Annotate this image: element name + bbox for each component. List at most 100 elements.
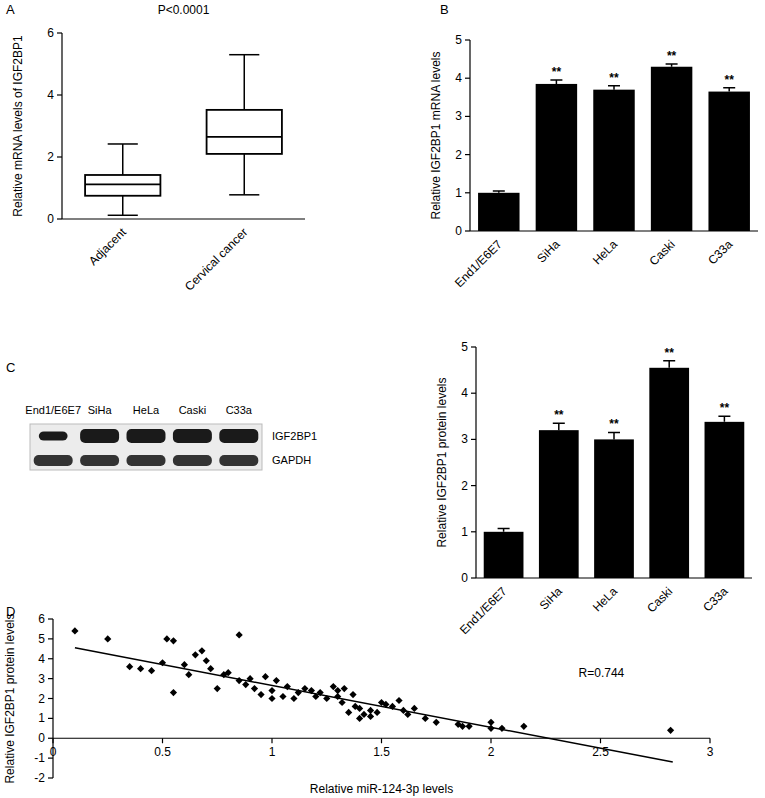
point (498, 725, 505, 732)
point (268, 687, 275, 694)
band-label: IGF2BP1 (272, 430, 317, 442)
point (181, 661, 188, 668)
point (295, 689, 302, 696)
y-tick (48, 658, 53, 659)
error-bar (608, 86, 620, 90)
point (236, 677, 243, 684)
bar (705, 422, 745, 578)
error-bar (663, 361, 675, 368)
x-tick (709, 738, 710, 743)
point (334, 693, 341, 700)
point (422, 715, 429, 722)
whisker-cap-min (108, 215, 138, 217)
x-tick-label: Adjacent (86, 225, 129, 268)
y-tick-label: 6 (47, 26, 54, 40)
point (185, 671, 192, 678)
x-tick (271, 738, 272, 743)
blot-band (127, 455, 166, 466)
point (163, 635, 170, 642)
y-tick (48, 638, 53, 639)
point (192, 651, 199, 658)
error-bar (553, 423, 565, 430)
x-tick (381, 738, 382, 743)
point (268, 695, 275, 702)
y-axis-label: Relative mRNA levels of IGF2BP1 (11, 35, 25, 217)
blot-band (80, 429, 119, 443)
whisker-low (122, 196, 124, 216)
y-tick-label: 1 (461, 525, 468, 539)
x-tick-label: SiHa (537, 584, 566, 613)
point (356, 705, 363, 712)
point (251, 685, 258, 692)
trend-line (75, 648, 673, 762)
y-tick (57, 94, 62, 95)
point (170, 637, 177, 644)
point (466, 723, 473, 730)
point (345, 709, 352, 716)
x-tick-label: C33a (700, 584, 730, 614)
x-tick-label: 0.5 (154, 745, 171, 759)
point (667, 727, 674, 734)
error-bar (718, 416, 730, 422)
y-tick (57, 32, 62, 33)
y-tick (48, 698, 53, 699)
point (433, 719, 440, 726)
point (308, 687, 315, 694)
x-axis-label: Relative miR-124-3p levels (310, 782, 453, 796)
panel-label: D (6, 604, 15, 619)
point (126, 663, 133, 670)
lane-label: C33a (226, 404, 253, 416)
lane-label: End1/E6E7 (25, 404, 81, 416)
y-axis-label: Relative IGF2BP1 mRNA levels (429, 51, 443, 219)
point (273, 677, 280, 684)
bar (478, 193, 519, 231)
point (262, 673, 269, 680)
bar (649, 368, 689, 578)
bar (536, 84, 577, 231)
y-tick (471, 393, 476, 394)
x-tick-label: HeLa (590, 237, 620, 267)
point (411, 705, 418, 712)
blot-band (173, 429, 212, 443)
y-axis-line (475, 347, 476, 578)
band-label: GAPDH (272, 454, 311, 466)
blot-band (219, 429, 258, 443)
whisker-high (244, 55, 246, 110)
x-tick-label: 1 (269, 745, 276, 759)
y-tick (465, 39, 470, 40)
y-tick-label: 6 (38, 612, 45, 626)
blot-band (173, 455, 212, 466)
title: P<0.0001 (158, 3, 210, 17)
median (207, 136, 282, 138)
y-tick (57, 156, 62, 157)
x-tick-label: Caski (644, 584, 675, 615)
y-tick (48, 777, 53, 778)
x-tick-label: 3 (707, 745, 714, 759)
y-tick (471, 531, 476, 532)
y-tick-label: 4 (38, 652, 45, 666)
point (148, 667, 155, 674)
y-tick (471, 439, 476, 440)
plot-area (71, 627, 674, 762)
whisker-cap-min (229, 194, 259, 196)
y-tick-label: 4 (455, 71, 462, 85)
x-tick-label: End1/E6E7 (452, 237, 505, 290)
bar (539, 430, 579, 578)
plot-area (85, 55, 282, 216)
blot-band (39, 432, 68, 441)
point (242, 681, 249, 688)
x-tick (162, 738, 163, 743)
y-tick (48, 718, 53, 719)
point (301, 685, 308, 692)
significance: ** (667, 49, 677, 63)
x-tick-label: 2 (488, 745, 495, 759)
point (338, 699, 345, 706)
box (85, 175, 160, 196)
significance: ** (665, 346, 675, 360)
y-tick (57, 218, 62, 219)
whisker-high (122, 144, 124, 175)
bar (593, 90, 634, 231)
point (323, 695, 330, 702)
error-bar (550, 80, 562, 84)
y-tick-label: 0 (455, 224, 462, 238)
